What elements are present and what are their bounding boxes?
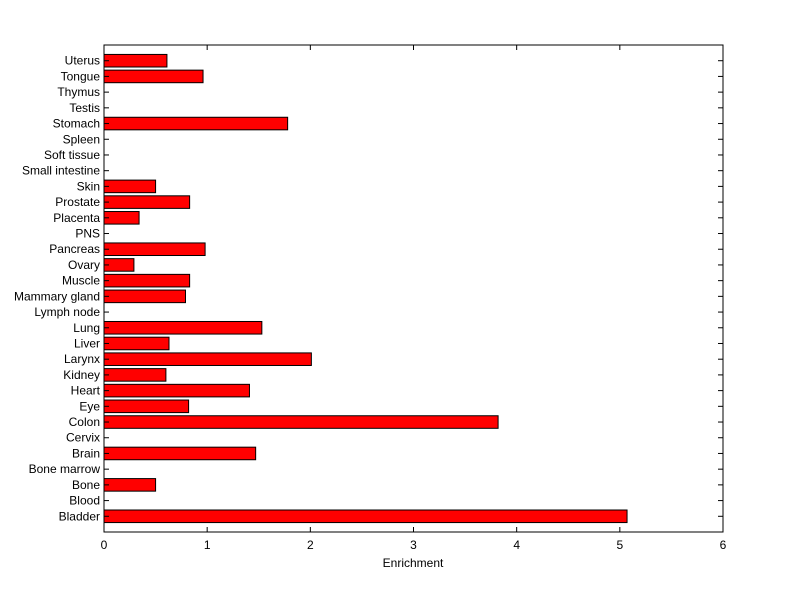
- bar-skin: [103, 179, 157, 194]
- plot-frame: [103, 44, 724, 533]
- bar-tongue: [103, 69, 204, 84]
- bar-lung: [103, 320, 263, 335]
- y-tick-label: Kidney: [63, 368, 100, 382]
- y-tick-label: Brain: [72, 446, 100, 460]
- y-tick-label: Prostate: [55, 195, 100, 209]
- y-tick-label: Ovary: [68, 258, 100, 272]
- bar-mammary-gland: [103, 289, 187, 304]
- y-tick-label: Testis: [69, 101, 100, 115]
- bar-kidney: [103, 368, 167, 382]
- bar-heart: [103, 383, 250, 398]
- x-tick-label: 5: [616, 538, 623, 552]
- y-tick-label: Uterus: [65, 54, 100, 68]
- bar-liver: [103, 336, 170, 351]
- x-tick-label: 1: [204, 538, 211, 552]
- y-tick-label: Colon: [69, 415, 100, 429]
- x-axis-label: Enrichment: [383, 556, 444, 570]
- bar-brain: [103, 446, 257, 461]
- bar-stomach: [103, 116, 289, 131]
- y-tick-label: Eye: [79, 399, 100, 413]
- y-tick-label: Muscle: [62, 274, 100, 288]
- y-tick-label: Bladder: [59, 509, 100, 523]
- x-tick-label: 4: [513, 538, 520, 552]
- y-tick-label: Blood: [69, 494, 100, 508]
- x-tick-label: 6: [720, 538, 727, 552]
- y-tick-label: Larynx: [64, 352, 100, 366]
- bar-uterus: [103, 53, 168, 68]
- y-tick-label: Lymph node: [34, 305, 100, 319]
- x-tick-label: 2: [307, 538, 314, 552]
- bar-larynx: [103, 352, 312, 366]
- x-tick-label: 3: [410, 538, 417, 552]
- bar-colon: [103, 415, 499, 429]
- y-tick-label: Pancreas: [49, 242, 100, 256]
- bar-bladder: [103, 509, 628, 524]
- y-tick-label: Placenta: [53, 211, 100, 225]
- y-tick-label: Heart: [71, 384, 101, 398]
- y-tick-label: Small intestine: [22, 164, 100, 178]
- y-tick-label: Spleen: [63, 132, 100, 146]
- y-tick-label: Tongue: [61, 69, 101, 83]
- y-tick-label: PNS: [75, 227, 100, 241]
- y-tick-label: Stomach: [53, 117, 100, 131]
- bar-pancreas: [103, 242, 206, 257]
- y-tick-label: Bone marrow: [29, 462, 101, 476]
- y-tick-label: Bone: [72, 478, 100, 492]
- bar-muscle: [103, 273, 191, 288]
- y-tick-label: Cervix: [66, 431, 100, 445]
- y-tick-label: Soft tissue: [44, 148, 100, 162]
- bar-bone: [103, 478, 157, 492]
- y-tick-label: Mammary gland: [14, 289, 100, 303]
- y-tick-label: Thymus: [57, 85, 100, 99]
- x-tick-label: 0: [101, 538, 108, 552]
- bar-prostate: [103, 195, 191, 209]
- bar-placenta: [103, 211, 140, 225]
- bar-eye: [103, 399, 190, 414]
- y-tick-label: Liver: [74, 336, 100, 350]
- y-tick-label: Skin: [77, 179, 100, 193]
- y-tick-label: Lung: [73, 321, 100, 335]
